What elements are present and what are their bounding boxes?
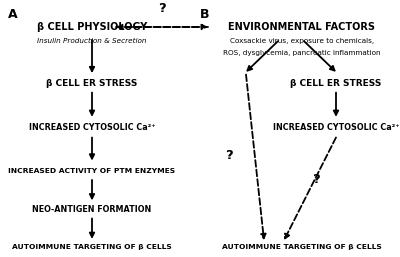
- Text: A: A: [8, 8, 18, 21]
- Text: AUTOIMMUNE TARGETING OF β CELLS: AUTOIMMUNE TARGETING OF β CELLS: [12, 244, 172, 250]
- Text: B: B: [200, 8, 210, 21]
- Text: ?: ?: [225, 149, 233, 162]
- Text: ?: ?: [312, 173, 320, 186]
- Text: ROS, dysglycemia, pancreatic inflammation: ROS, dysglycemia, pancreatic inflammatio…: [223, 50, 381, 57]
- Text: Insulin Production & Secretion: Insulin Production & Secretion: [37, 38, 147, 44]
- Text: β CELL PHYSIOLOGY: β CELL PHYSIOLOGY: [37, 22, 147, 32]
- Text: ?: ?: [158, 3, 166, 15]
- Text: INCREASED CYTOSOLIC Ca²⁺: INCREASED CYTOSOLIC Ca²⁺: [29, 123, 155, 132]
- Text: β CELL ER STRESS: β CELL ER STRESS: [290, 79, 382, 88]
- Text: ENVIRONMENTAL FACTORS: ENVIRONMENTAL FACTORS: [228, 22, 376, 32]
- Text: INCREASED CYTOSOLIC Ca²⁺: INCREASED CYTOSOLIC Ca²⁺: [273, 123, 399, 132]
- Text: β CELL ER STRESS: β CELL ER STRESS: [46, 79, 138, 88]
- Text: NEO-ANTIGEN FORMATION: NEO-ANTIGEN FORMATION: [32, 205, 152, 214]
- Text: Coxsackie virus, exposure to chemicals,: Coxsackie virus, exposure to chemicals,: [230, 38, 374, 44]
- Text: AUTOIMMUNE TARGETING OF β CELLS: AUTOIMMUNE TARGETING OF β CELLS: [222, 244, 382, 250]
- Text: INCREASED ACTIVITY OF PTM ENZYMES: INCREASED ACTIVITY OF PTM ENZYMES: [8, 168, 176, 174]
